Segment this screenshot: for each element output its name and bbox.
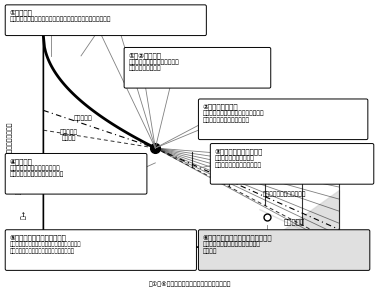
Text: ・ＰＣに慣れ、機器の導入準備
・段階的な情報提供: ・ＰＣに慣れ、機器の導入準備 ・段階的な情報提供 (128, 59, 179, 71)
Text: ・更生相談所の支給判定
（医学モデル・社会モデル）: ・更生相談所の支給判定 （医学モデル・社会モデル） (215, 155, 262, 168)
FancyBboxPatch shape (198, 99, 368, 140)
Text: ・「設定の微調整」（適合）と
・「アプリケーション利用指導」: ・「設定の微調整」（適合）と ・「アプリケーション利用指導」 (10, 165, 64, 178)
FancyBboxPatch shape (5, 230, 196, 270)
Text: （高機能）: （高機能） (16, 175, 21, 194)
Text: ⑤入力装置（スイッチ）交換: ⑤入力装置（スイッチ）交換 (10, 234, 66, 241)
Polygon shape (260, 190, 339, 247)
Text: （①～⑥は、フェーズ１～フェーズ５を表す）: （①～⑥は、フェーズ１～フェーズ５を表す） (149, 281, 231, 286)
FancyBboxPatch shape (210, 144, 374, 184)
Text: ・ＰＣを利用したコミュニケーション
・携帯用会話補助装置　など: ・ＰＣを利用したコミュニケーション ・携帯用会話補助装置 など (203, 111, 264, 123)
Polygon shape (260, 209, 339, 247)
FancyBboxPatch shape (124, 47, 271, 88)
Text: （困難期）: （困難期） (283, 218, 305, 225)
FancyBboxPatch shape (5, 5, 206, 36)
Text: 身体機能＋装置適合度: 身体機能＋装置適合度 (7, 121, 13, 159)
Text: （準備期）: （準備期） (74, 116, 92, 121)
Text: ④利用支援: ④利用支援 (10, 158, 33, 164)
Text: ③意思伝達装置への移行: ③意思伝達装置への移行 (215, 148, 263, 154)
Text: （意思伝達装置・利用期）: （意思伝達装置・利用期） (262, 192, 306, 197)
Text: （ＰＣ等・
利用期）: （ＰＣ等・ 利用期） (60, 129, 78, 141)
Text: ・他の手段（生体現象、ＢＭＩ）の
利用検討: ・他の手段（生体現象、ＢＭＩ）の 利用検討 (203, 242, 261, 254)
Text: ①早期介入: ①早期介入 (10, 9, 33, 16)
FancyBboxPatch shape (198, 230, 370, 270)
Text: ②ＣＡ機器の導入: ②ＣＡ機器の導入 (203, 103, 239, 110)
Text: ①～②直前介入: ①～②直前介入 (128, 52, 162, 59)
Text: ・病名告知と予後（呼吸・栄養・コミュニケーション）の説明: ・病名告知と予後（呼吸・栄養・コミュニケーション）の説明 (10, 17, 111, 22)
Text: ⑥コミュニケーション手段の再検討: ⑥コミュニケーション手段の再検討 (203, 234, 272, 241)
Text: 時間経過: 時間経過 (331, 261, 348, 268)
FancyBboxPatch shape (5, 154, 147, 194)
Text: ・療養生活での継続的見守り、定期的な状況確認
・作業療法士等による身体機能評価・再適合: ・療養生活での継続的見守り、定期的な状況確認 ・作業療法士等による身体機能評価・… (10, 242, 81, 254)
Text: （→: （→ (21, 210, 26, 219)
